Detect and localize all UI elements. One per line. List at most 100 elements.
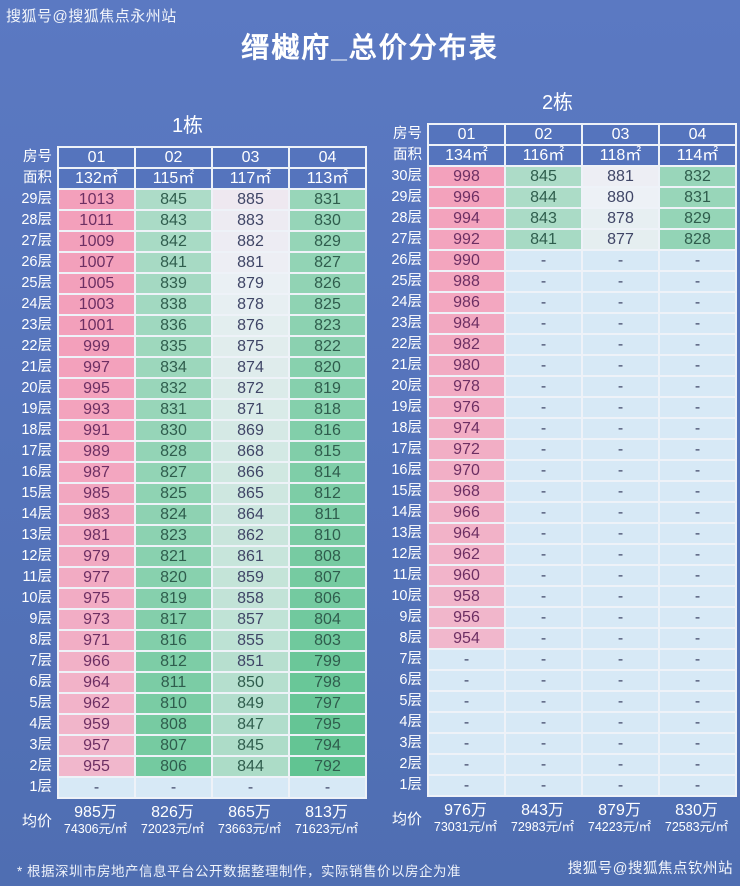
price-cell: 844 [213,757,288,776]
empty-cell: - [583,566,658,585]
empty-cell: - [429,776,504,795]
empty-cell: - [660,377,735,396]
empty-cell: - [583,482,658,501]
floor-label: 16层 [21,464,52,480]
floor-label: 24层 [21,296,52,312]
price-cell: 970 [429,461,504,480]
price-cell: 795 [290,715,365,734]
empty-cell: - [506,776,581,795]
price-cell: 998 [429,167,504,186]
empty-cell: - [429,671,504,690]
price-cell: 869 [213,421,288,440]
floor-label: 1层 [399,777,422,793]
price-cell: 832 [136,379,211,398]
price-cell: 850 [213,673,288,692]
area-header-label: 面积 [393,147,422,163]
floor-label: 14层 [21,506,52,522]
empty-cell: - [583,608,658,627]
price-cell: 865 [213,484,288,503]
floor-label: 28层 [391,210,422,226]
unit-header-cell: 04 [290,148,365,167]
price-cell: 964 [429,524,504,543]
empty-cell: - [429,713,504,732]
empty-cell: - [290,778,365,797]
floor-label: 13层 [391,525,422,541]
empty-cell: - [583,335,658,354]
floor-label: 11层 [392,567,422,583]
price-cell: 989 [59,442,134,461]
price-cell: 875 [213,337,288,356]
empty-cell: - [583,272,658,291]
floor-label: 23层 [21,317,52,333]
price-cell: 812 [136,652,211,671]
empty-cell: - [583,356,658,375]
price-cell: 883 [213,211,288,230]
price-cell: 980 [429,356,504,375]
empty-cell: - [583,755,658,774]
price-cell: 864 [213,505,288,524]
floor-label: 4层 [29,716,52,732]
floor-label: 20层 [391,378,422,394]
empty-cell: - [506,629,581,648]
price-cell: 807 [136,736,211,755]
empty-cell: - [506,377,581,396]
empty-cell: - [660,524,735,543]
price-cell: 958 [429,587,504,606]
price-cell: 871 [213,400,288,419]
empty-cell: - [506,461,581,480]
price-cell: 966 [59,652,134,671]
empty-cell: - [506,524,581,543]
price-cell: 797 [290,694,365,713]
price-cell: 1007 [59,253,134,272]
empty-cell: - [506,566,581,585]
empty-cell: - [506,671,581,690]
empty-cell: - [506,440,581,459]
empty-cell: - [660,629,735,648]
price-cell: 845 [213,736,288,755]
price-cell: 843 [136,211,211,230]
price-cell: 994 [429,209,504,228]
price-cell: 986 [429,293,504,312]
empty-cell: - [660,608,735,627]
building-2-grid: 房号 面积 30层 29层 28层 27层 26层 25层 24层 23层 22层 21层 20层 19层… [378,123,737,797]
price-cell: 881 [213,253,288,272]
empty-cell: - [506,335,581,354]
floor-label: 9层 [29,611,52,627]
floor-label: 2层 [399,756,422,772]
area-cell: 115㎡ [136,169,211,188]
price-cell: 993 [59,400,134,419]
price-cell: 966 [429,503,504,522]
price-cell: 823 [290,316,365,335]
floor-label: 21层 [21,359,52,375]
price-cell: 996 [429,188,504,207]
floor-label: 27层 [21,233,52,249]
empty-cell: - [506,251,581,270]
empty-cell: - [506,734,581,753]
floor-label: 19层 [21,401,52,417]
price-cell: 824 [136,505,211,524]
price-cell: 831 [660,188,735,207]
floor-label: 8层 [29,632,52,648]
price-cell: 845 [506,167,581,186]
floor-label: 10层 [21,590,52,606]
area-cell: 116㎡ [506,146,581,165]
floor-label: 2层 [29,758,52,774]
price-cell: 799 [290,652,365,671]
average-per-sqm: 72983元/㎡ [510,820,575,835]
price-cell: 861 [213,547,288,566]
empty-cell: - [429,692,504,711]
floor-label: 1层 [29,779,52,795]
price-cell: 830 [290,211,365,230]
price-cell: 987 [59,463,134,482]
price-cell: 882 [213,232,288,251]
price-cell: 815 [290,442,365,461]
floor-label: 6层 [399,672,422,688]
price-cell: 991 [59,421,134,440]
price-cell: 847 [213,715,288,734]
page-title: 缙樾府_总价分布表 [241,32,499,63]
price-cell: 828 [136,442,211,461]
price-grid: 01 02 03 04 132㎡ 115㎡ 117㎡ 113㎡ 1013 845 885 831 101… [57,146,367,799]
average-total: 813万 [305,804,348,821]
price-cell: 968 [429,482,504,501]
price-cell: 1001 [59,316,134,335]
